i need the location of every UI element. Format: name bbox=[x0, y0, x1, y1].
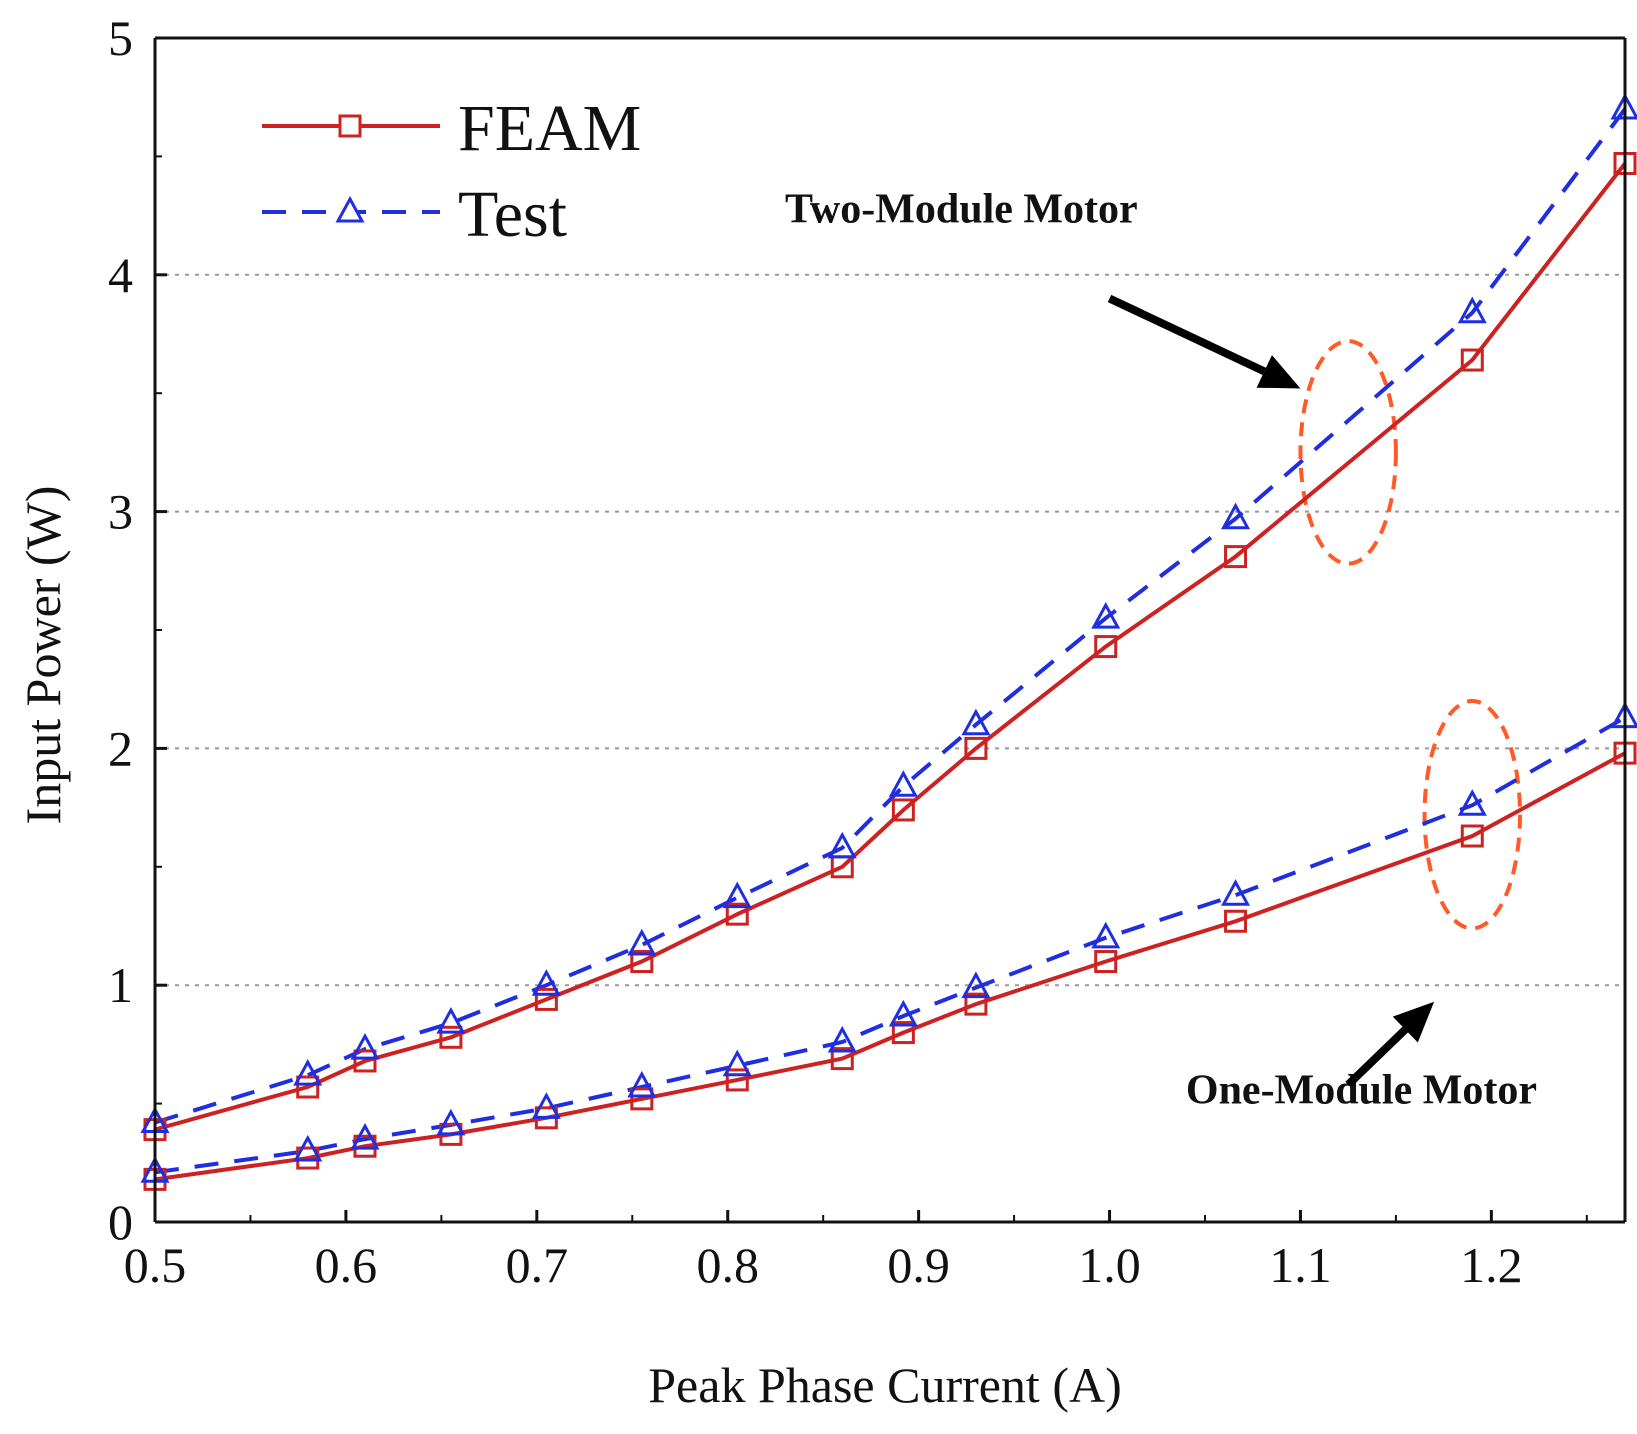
data-point-triangle bbox=[827, 831, 857, 859]
x-axis-title: Peak Phase Current (A) bbox=[648, 1357, 1122, 1413]
data-point-square bbox=[725, 1068, 749, 1092]
data-point-triangle bbox=[350, 1122, 380, 1150]
data-point-square bbox=[891, 1021, 915, 1045]
data-point-triangle bbox=[888, 999, 918, 1027]
data-point-square bbox=[1460, 348, 1484, 372]
data-point-triangle bbox=[293, 1134, 323, 1162]
annotations: Two-Module Motor One-Module Motor bbox=[785, 187, 1537, 1114]
data-point-square bbox=[964, 736, 988, 760]
data-point-triangle bbox=[1091, 602, 1121, 629]
legend: FEAM Test bbox=[262, 92, 641, 251]
data-point-square bbox=[1224, 909, 1248, 933]
legend-label-feam: FEAM bbox=[458, 92, 641, 165]
highlight-ellipse-2 bbox=[1422, 699, 1522, 931]
data-point-triangle bbox=[722, 1049, 752, 1077]
data-point-square bbox=[964, 992, 988, 1016]
annotation-two-module-motor: Two-Module Motor bbox=[785, 187, 1138, 233]
data-point-triangle bbox=[1221, 502, 1251, 530]
data-point-triangle bbox=[827, 1025, 857, 1053]
x-tick-label: 0.9 bbox=[887, 1237, 950, 1293]
data-point-square bbox=[296, 1075, 320, 1099]
data-point-square bbox=[1094, 635, 1118, 659]
data-point-square bbox=[830, 1047, 854, 1071]
y-tick-label: 2 bbox=[108, 720, 133, 776]
y-tick-label: 3 bbox=[108, 484, 133, 540]
x-tick-label: 0.8 bbox=[696, 1237, 759, 1293]
series-line-feam-two-module bbox=[154, 162, 1627, 1132]
highlight-ellipses bbox=[1298, 339, 1522, 931]
data-point-square bbox=[1460, 824, 1484, 848]
data-point-triangle bbox=[961, 971, 991, 999]
data-point-triangle bbox=[436, 1108, 466, 1136]
data-point-square bbox=[1224, 545, 1248, 569]
legend-marker-feam bbox=[338, 114, 362, 138]
data-point-triangle bbox=[293, 1059, 323, 1086]
axes bbox=[153, 36, 1627, 1224]
y-tick-label: 0 bbox=[108, 1194, 133, 1250]
series-line-test-one-module bbox=[154, 715, 1626, 1175]
data-point-triangle bbox=[888, 770, 918, 797]
y-tick-label: 5 bbox=[108, 10, 133, 66]
data-point-square bbox=[630, 950, 654, 974]
x-tick-label: 0.5 bbox=[124, 1237, 187, 1293]
data-point-square bbox=[439, 1025, 463, 1049]
y-tick-label: 4 bbox=[108, 247, 133, 303]
series-line-feam-one-module bbox=[154, 751, 1626, 1182]
data-point-triangle bbox=[436, 1006, 466, 1034]
x-tick-label: 0.7 bbox=[506, 1237, 569, 1293]
data-point-triangle bbox=[961, 708, 991, 736]
y-tick-label: 1 bbox=[108, 957, 133, 1013]
data-point-square bbox=[353, 1049, 377, 1073]
data-point-triangle bbox=[627, 1070, 657, 1098]
annotation-arrow-head-1 bbox=[1256, 355, 1301, 389]
annotation-arrow-shaft-1 bbox=[1107, 294, 1266, 376]
legend-label-test: Test bbox=[458, 178, 567, 251]
grid-lines bbox=[155, 273, 1625, 987]
tick-labels: 0 1 2 3 4 5 0.5 0.6 0.7 0.8 0.9 1.0 1.1 1.2 bbox=[108, 10, 1523, 1293]
data-point-triangle bbox=[350, 1033, 380, 1060]
x-tick-label: 1.1 bbox=[1269, 1237, 1332, 1293]
data-point-square bbox=[891, 798, 915, 822]
series-lines bbox=[154, 107, 1627, 1182]
data-point-triangle bbox=[1457, 789, 1487, 816]
y-axis-title: Input Power (W) bbox=[15, 486, 71, 825]
data-point-triangle bbox=[1457, 296, 1487, 324]
data-point-square bbox=[534, 987, 558, 1011]
data-point-triangle bbox=[1091, 921, 1121, 949]
highlight-ellipse-1 bbox=[1298, 339, 1398, 566]
data-point-triangle bbox=[531, 1092, 561, 1119]
annotation-arrow-shaft-2 bbox=[1345, 1026, 1409, 1088]
x-tick-label: 1.2 bbox=[1460, 1237, 1523, 1293]
data-point-square bbox=[725, 902, 749, 926]
data-point-triangle bbox=[1221, 879, 1251, 906]
data-point-triangle bbox=[531, 969, 561, 996]
data-point-square bbox=[630, 1087, 654, 1111]
legend-marker-test bbox=[335, 195, 365, 223]
series-line-test-two-module bbox=[154, 107, 1627, 1125]
annotation-arrow-head-2 bbox=[1392, 1001, 1435, 1043]
data-point-triangle bbox=[627, 928, 657, 956]
x-tick-label: 0.6 bbox=[315, 1237, 378, 1293]
data-point-square bbox=[1094, 950, 1118, 974]
data-point-triangle bbox=[722, 881, 752, 909]
x-tick-label: 1.0 bbox=[1078, 1237, 1141, 1293]
